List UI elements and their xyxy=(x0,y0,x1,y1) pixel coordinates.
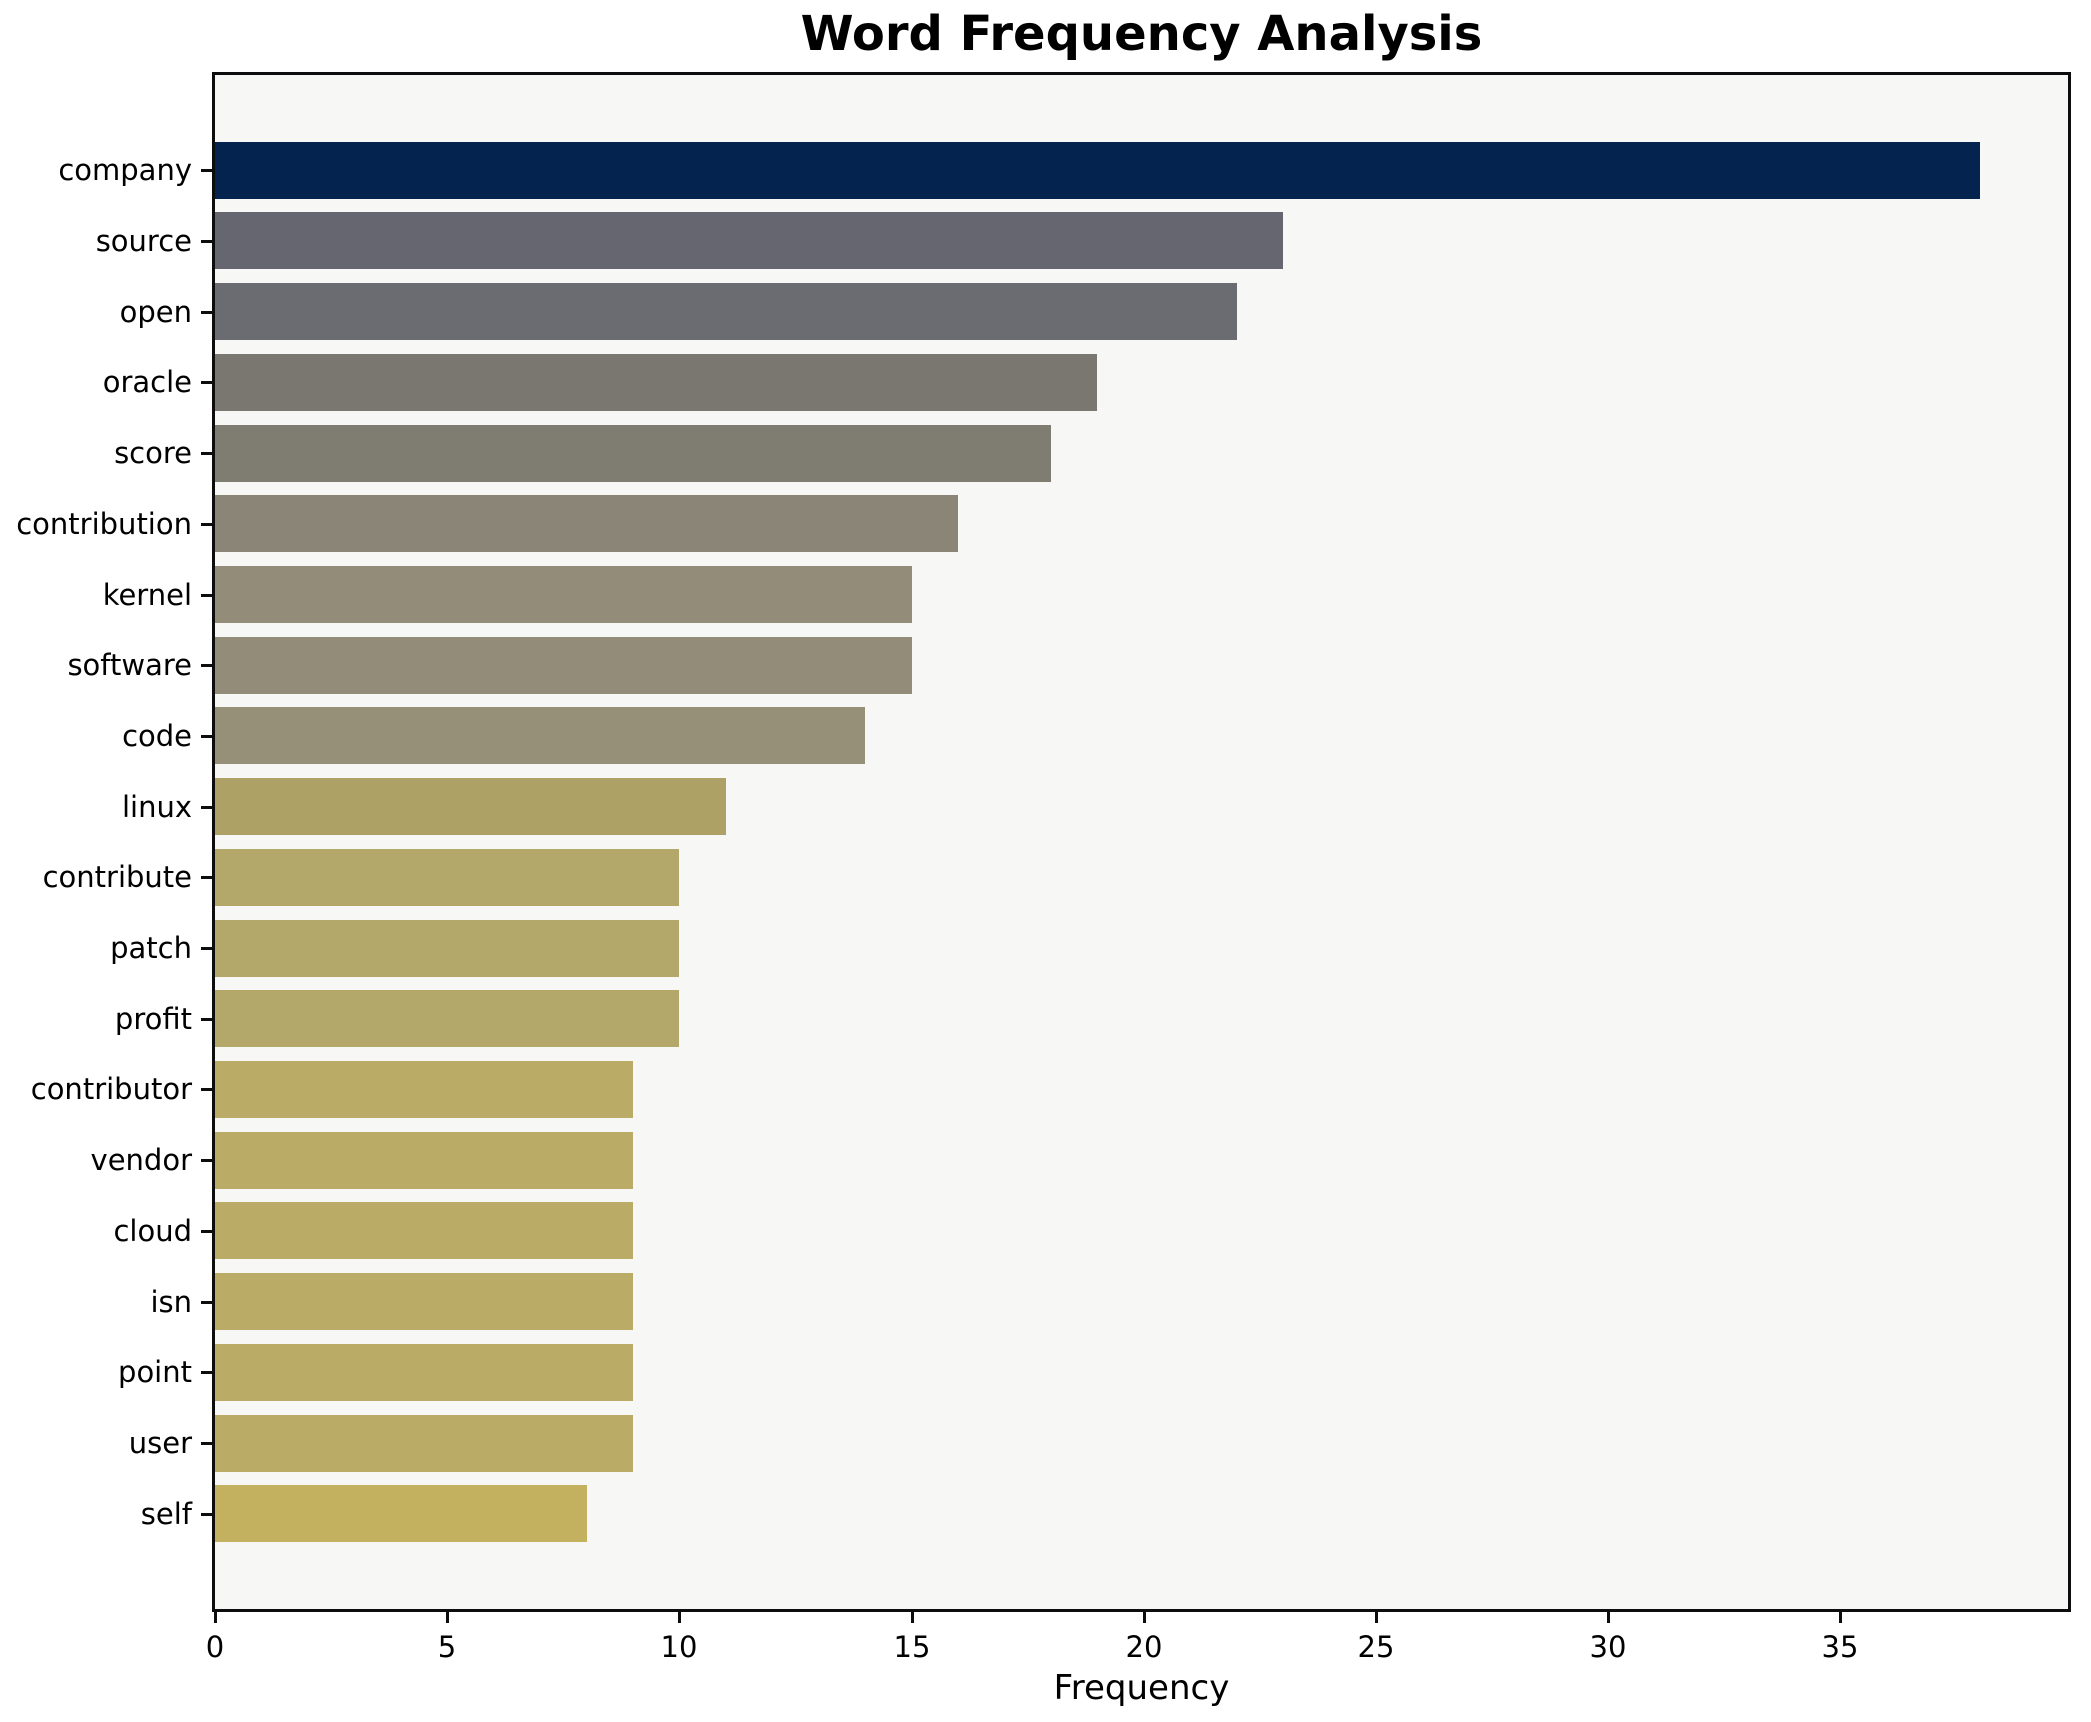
y-tick-label-contribution: contribution xyxy=(16,507,192,541)
y-tick-label-source: source xyxy=(95,224,192,258)
bar-contributor xyxy=(215,1061,633,1118)
y-tick-label-self: self xyxy=(140,1497,192,1531)
y-tick-label-cloud: cloud xyxy=(113,1214,192,1248)
bar-software xyxy=(215,637,912,694)
x-tick-label-30: 30 xyxy=(1589,1630,1627,1664)
bar-contribute xyxy=(215,849,679,906)
y-tick-label-user: user xyxy=(128,1426,192,1460)
y-tick-label-kernel: kernel xyxy=(102,578,192,612)
y-tick-label-profit: profit xyxy=(114,1002,192,1036)
bar-patch xyxy=(215,920,679,977)
y-tick-mark xyxy=(201,594,212,597)
y-tick-mark xyxy=(201,876,212,879)
bar-contribution xyxy=(215,495,958,552)
y-tick-mark xyxy=(201,240,212,243)
y-tick-mark xyxy=(201,735,212,738)
x-tick-label-25: 25 xyxy=(1357,1630,1395,1664)
y-tick-label-vendor: vendor xyxy=(90,1143,192,1177)
y-tick-mark xyxy=(201,1088,212,1091)
bar-score xyxy=(215,425,1051,482)
bar-open xyxy=(215,283,1237,340)
x-tick-label-35: 35 xyxy=(1821,1630,1859,1664)
y-tick-mark xyxy=(201,664,212,667)
x-tick-label-15: 15 xyxy=(893,1630,931,1664)
bar-user xyxy=(215,1415,633,1472)
y-tick-label-linux: linux xyxy=(121,790,192,824)
y-tick-mark xyxy=(201,1442,212,1445)
y-tick-mark xyxy=(201,1513,212,1516)
x-tick-label-10: 10 xyxy=(660,1630,698,1664)
bar-linux xyxy=(215,778,726,835)
bar-cloud xyxy=(215,1202,633,1259)
x-tick-mark xyxy=(1607,1612,1610,1623)
y-tick-mark xyxy=(201,1018,212,1021)
y-tick-label-score: score xyxy=(114,436,192,470)
x-tick-mark xyxy=(446,1612,449,1623)
y-tick-mark xyxy=(201,169,212,172)
y-tick-mark xyxy=(201,381,212,384)
x-axis-label: Frequency xyxy=(1053,1668,1230,1708)
y-tick-mark xyxy=(201,523,212,526)
bar-source xyxy=(215,212,1283,269)
y-tick-mark xyxy=(201,1301,212,1304)
x-tick-mark xyxy=(1375,1612,1378,1623)
bar-self xyxy=(215,1485,587,1542)
y-tick-mark xyxy=(201,311,212,314)
y-tick-label-company: company xyxy=(58,153,192,187)
x-tick-label-20: 20 xyxy=(1125,1630,1163,1664)
x-tick-label-0: 0 xyxy=(205,1630,225,1664)
y-tick-mark xyxy=(201,1371,212,1374)
x-tick-mark xyxy=(1143,1612,1146,1623)
y-tick-label-patch: patch xyxy=(110,931,192,965)
y-tick-mark xyxy=(201,947,212,950)
x-tick-label-5: 5 xyxy=(437,1630,457,1664)
y-tick-mark xyxy=(201,1159,212,1162)
y-tick-label-contributor: contributor xyxy=(30,1072,192,1106)
y-tick-label-code: code xyxy=(122,719,192,753)
y-tick-label-isn: isn xyxy=(150,1285,192,1319)
bar-kernel xyxy=(215,566,912,623)
x-tick-mark xyxy=(1839,1612,1842,1623)
y-tick-label-software: software xyxy=(67,648,192,682)
y-tick-mark xyxy=(201,1230,212,1233)
chart-title: Word Frequency Analysis xyxy=(800,6,1483,62)
y-tick-label-contribute: contribute xyxy=(42,860,192,894)
x-tick-mark xyxy=(678,1612,681,1623)
bar-isn xyxy=(215,1273,633,1330)
y-tick-label-point: point xyxy=(118,1355,192,1389)
y-tick-label-oracle: oracle xyxy=(102,365,192,399)
x-tick-mark xyxy=(911,1612,914,1623)
y-tick-mark xyxy=(201,806,212,809)
y-tick-mark xyxy=(201,452,212,455)
bar-vendor xyxy=(215,1132,633,1189)
x-tick-mark xyxy=(214,1612,217,1623)
bar-company xyxy=(215,142,1980,199)
y-tick-label-open: open xyxy=(119,295,192,329)
bar-code xyxy=(215,707,865,764)
bar-point xyxy=(215,1344,633,1401)
bar-oracle xyxy=(215,354,1097,411)
bar-profit xyxy=(215,990,679,1047)
